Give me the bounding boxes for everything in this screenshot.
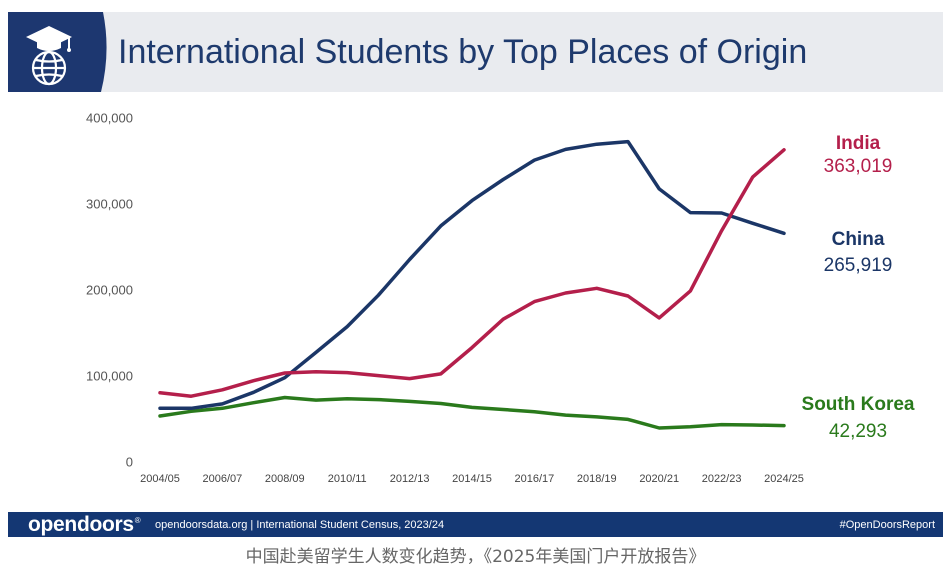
footer-bar: opendoors® opendoorsdata.org | Internati… [8,512,943,537]
series-line-india [158,148,786,398]
x-tick-label: 2010/11 [328,473,367,485]
source-text: opendoorsdata.org | International Studen… [155,519,445,531]
series-value-china: 265,919 [824,255,893,276]
x-tick-label: 2014/15 [452,473,492,485]
x-tick-label: 2024/25 [764,473,804,485]
registered-mark: ® [134,516,141,525]
end-labels: India 363,019 China 265,919 South Korea … [802,133,915,442]
x-axis-tick-labels: 2004/05 2006/07 2008/09 2010/11 2012/13 2014/… [140,473,804,485]
series-line-south-korea [158,395,786,430]
series-value-india: 363,019 [824,156,893,177]
graduation-globe-icon [8,12,107,92]
y-axis-tick-labels: 400,000 300,000 200,000 100,000 0 [86,111,133,470]
x-tick-label: 2008/09 [265,473,305,485]
series-label-india: India [836,133,881,154]
series-line-china [158,139,786,411]
header-band: International Students by Top Places of … [8,12,943,92]
image-caption: 中国赴美留学生人数变化趋势，《2025年美国门户开放报告》 [245,547,706,567]
x-tick-label: 2012/13 [390,473,430,485]
x-tick-label: 2022/23 [702,473,742,485]
opendoors-logo: opendoors® [28,512,141,537]
x-tick-label: 2006/07 [203,473,243,485]
y-tick-label: 400,000 [86,111,133,126]
x-tick-label: 2020/21 [639,473,679,485]
line-chart: 400,000 300,000 200,000 100,000 0 2004/05 200… [0,96,951,510]
hashtag-text: #OpenDoorsReport [839,519,935,531]
x-tick-label: 2018/19 [577,473,617,485]
y-tick-label: 300,000 [86,197,133,212]
logo-text: opendoors [28,513,134,536]
y-tick-label: 200,000 [86,283,133,298]
y-tick-label: 100,000 [86,369,133,384]
series-value-south-korea: 42,293 [829,421,887,442]
y-tick-label: 0 [126,455,133,470]
page-title: International Students by Top Places of … [118,33,808,71]
x-tick-label: 2016/17 [515,473,555,485]
x-tick-label: 2004/05 [140,473,180,485]
series-lines [158,139,786,430]
series-label-china: China [832,229,885,250]
series-label-south-korea: South Korea [802,394,915,415]
